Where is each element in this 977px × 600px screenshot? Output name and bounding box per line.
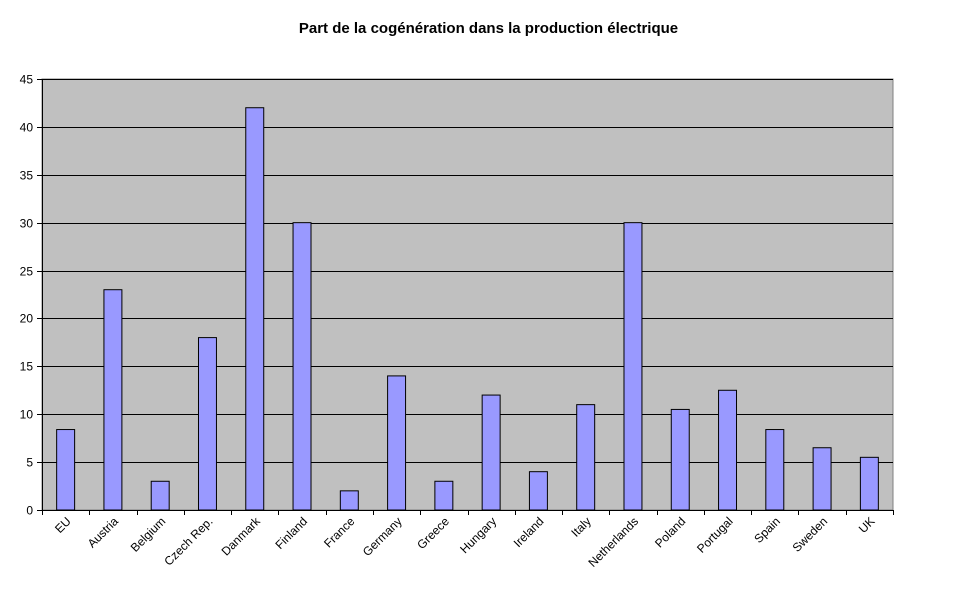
y-tick-label: 40	[20, 121, 34, 135]
bar-finland	[292, 222, 312, 511]
y-tick-label: 0	[26, 504, 33, 518]
bar-eu	[56, 429, 76, 511]
bar-germany	[387, 375, 407, 511]
bar-austria	[103, 289, 123, 511]
gridlines	[42, 79, 893, 463]
y-tick-label: 10	[20, 408, 34, 422]
x-tick-label: Ireland	[511, 514, 547, 550]
y-tick-label: 25	[20, 265, 34, 279]
bar-italy	[576, 404, 596, 511]
bar-hungary	[481, 394, 501, 511]
y-tick-label: 20	[20, 312, 34, 326]
x-tick-label: Portugal	[694, 514, 736, 556]
bar-sweden	[812, 447, 832, 511]
x-tick-label: Netherlands	[585, 514, 641, 570]
x-tick-label: Belgium	[128, 514, 169, 555]
bar-danmark	[245, 107, 265, 511]
x-tick-label: EU	[52, 514, 74, 536]
bar-netherlands	[623, 222, 643, 511]
chart-title: Part de la cogénération dans la producti…	[298, 20, 679, 37]
y-tick-label: 30	[20, 217, 34, 231]
y-tick-labels: 0 5 10 15 20 25 30 35 40 45	[20, 73, 42, 518]
bar-uk	[859, 456, 879, 511]
y-tick-label: 35	[20, 169, 34, 183]
y-tick-label: 5	[26, 456, 33, 470]
bar-poland	[670, 408, 690, 511]
x-tick-label: France	[321, 514, 358, 551]
x-tick-label: Italy	[568, 514, 593, 539]
bar-ireland	[528, 471, 548, 511]
x-tick-label: Greece	[414, 514, 452, 552]
plot-area	[41, 78, 894, 511]
x-tick-label: Spain	[751, 514, 783, 546]
x-tick-label: Germany	[360, 514, 405, 559]
x-tick-label: Poland	[652, 514, 688, 550]
bar-czech-rep	[197, 337, 217, 511]
x-tick-label: Austria	[85, 514, 122, 551]
bar-greece	[434, 480, 454, 511]
x-tick-label: Sweden	[790, 514, 831, 555]
y-tick-label: 45	[20, 73, 34, 87]
y-tick-label: 15	[20, 360, 34, 374]
x-tick-label: Hungary	[457, 514, 499, 556]
x-tick-label: UK	[856, 514, 878, 536]
x-tick-label: Finland	[272, 514, 310, 552]
bar-spain	[765, 429, 785, 511]
x-tick-label: Danmark	[219, 514, 264, 559]
bar-france	[339, 490, 359, 511]
bar-belgium	[150, 480, 170, 511]
x-tick-label: Czech Rep.	[161, 514, 215, 568]
bar-portugal	[718, 389, 738, 511]
